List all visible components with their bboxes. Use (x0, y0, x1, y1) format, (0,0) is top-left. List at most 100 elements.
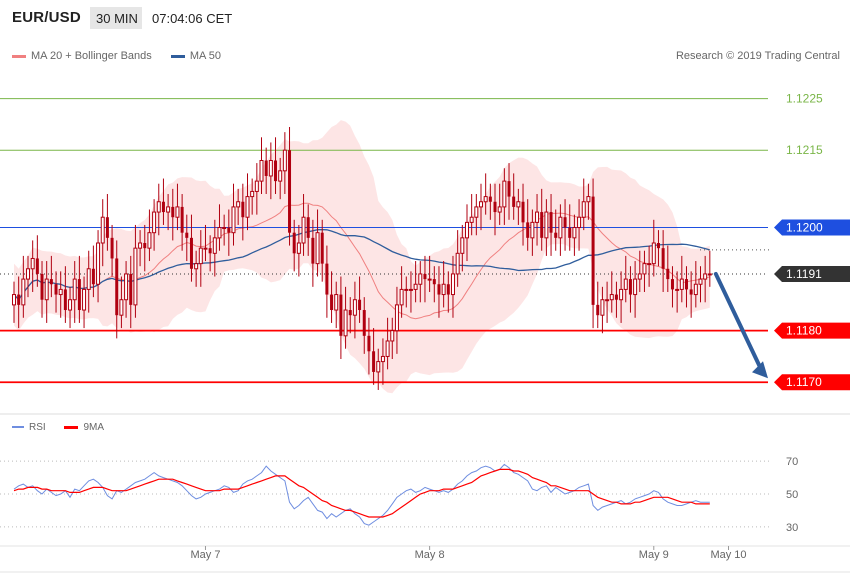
candle-body (497, 206, 502, 213)
candle-body (306, 217, 310, 238)
time-label: 07:04:06 CET (152, 11, 233, 26)
rsi-legend: RSI 9MA (12, 422, 120, 433)
candle (572, 214, 577, 256)
candle (198, 230, 203, 287)
candle-body (110, 237, 114, 259)
candle (623, 255, 628, 303)
candle (282, 132, 287, 195)
candle (558, 204, 563, 256)
candle (185, 214, 189, 262)
candle (208, 235, 212, 272)
candle-body (348, 310, 352, 316)
rsi-tick-label: 50 (786, 489, 798, 501)
candle (180, 194, 184, 251)
candle (507, 163, 511, 220)
candle (372, 328, 376, 385)
candle-body (703, 273, 708, 280)
candle (30, 240, 35, 292)
candle (670, 266, 674, 308)
candle (44, 261, 49, 323)
candle-body (600, 299, 605, 316)
candle (367, 317, 371, 375)
candle-body (343, 309, 348, 337)
candle-body (707, 273, 712, 276)
candle (605, 281, 610, 323)
candle (320, 219, 324, 282)
candle-body (661, 248, 665, 269)
candle-body (96, 242, 101, 285)
candle (568, 204, 572, 251)
level-label-text: 1.1191 (786, 267, 822, 281)
candle (441, 261, 446, 308)
candle-body (666, 268, 670, 280)
candle-body (372, 351, 376, 372)
candle-body (315, 232, 320, 265)
legend-rsi: RSI (12, 422, 46, 433)
candle (385, 317, 390, 370)
candle-body (507, 181, 511, 197)
candle (292, 219, 296, 272)
candle-body (474, 206, 479, 218)
candle-body (330, 294, 334, 311)
candle-body (203, 247, 208, 250)
candle-body (227, 227, 231, 233)
candle-body (493, 201, 497, 213)
candle (26, 255, 31, 298)
candle (577, 199, 582, 251)
candle (474, 194, 479, 236)
candle (656, 230, 660, 267)
candle-body (268, 160, 273, 177)
candle-body (460, 237, 465, 254)
candle (72, 261, 77, 323)
legend-ma9-label: 9MA (83, 422, 105, 433)
candle (647, 245, 652, 287)
candle (642, 250, 647, 292)
timeframe-label[interactable]: 30 MIN (96, 11, 138, 26)
candle (348, 297, 352, 334)
date-label: May 8 (415, 549, 445, 561)
candle (124, 261, 129, 318)
candle (707, 250, 712, 287)
candle (231, 183, 236, 246)
level-label-box (774, 322, 850, 339)
candle-body (166, 206, 171, 213)
candle (679, 255, 684, 303)
candle (666, 245, 670, 292)
candle-body (656, 243, 660, 249)
candle (554, 209, 558, 251)
legend-ma9: 9MA (64, 422, 104, 433)
candle-body (189, 237, 193, 269)
candle (194, 250, 199, 287)
candle (423, 255, 427, 303)
candle (147, 209, 152, 262)
candle (530, 209, 535, 256)
candle (390, 317, 395, 360)
candle (68, 286, 73, 329)
candle-body (362, 310, 366, 336)
candle (586, 183, 591, 220)
candle (203, 224, 208, 262)
candle (40, 261, 44, 318)
candle-body (502, 180, 507, 208)
candle (241, 183, 245, 241)
candle-body (427, 278, 432, 281)
candle-body (100, 216, 105, 244)
candle-body (296, 242, 301, 254)
candle-body (119, 299, 124, 316)
candle-body (572, 227, 577, 239)
candle-body (274, 160, 278, 182)
candle-body (198, 247, 203, 265)
candle-body (642, 263, 647, 275)
level-label-text: 1.1225 (786, 92, 823, 106)
candle (497, 183, 502, 225)
candle (464, 204, 469, 262)
candle (703, 255, 708, 303)
candle (105, 194, 109, 251)
legend-rsi-label: RSI (29, 422, 46, 433)
candle (614, 281, 618, 318)
candle (288, 126, 292, 246)
candle (54, 271, 58, 313)
candle (175, 183, 180, 231)
timeframe-selector[interactable] (90, 7, 142, 29)
candle-body (77, 279, 81, 311)
